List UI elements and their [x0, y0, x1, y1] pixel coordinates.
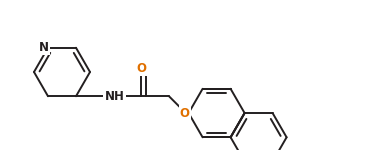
Text: O: O: [180, 106, 190, 120]
Text: NH: NH: [104, 90, 125, 103]
Text: N: N: [39, 41, 49, 54]
Text: O: O: [136, 62, 146, 75]
